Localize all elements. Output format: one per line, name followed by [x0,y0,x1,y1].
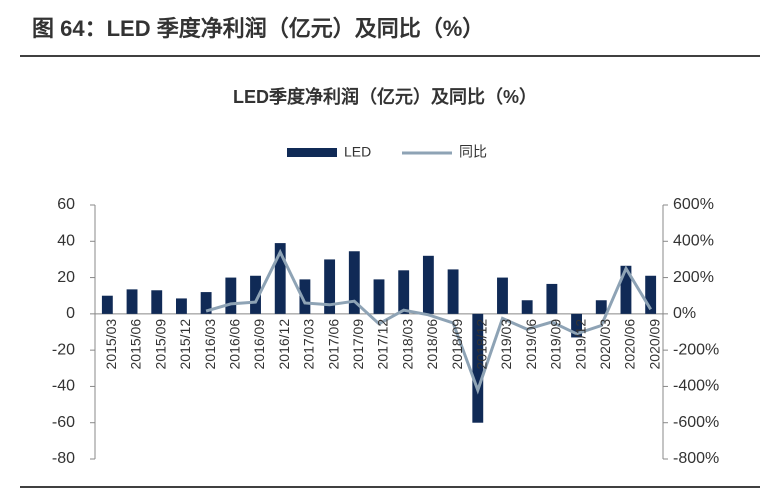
x-tick-label: 2019/12 [572,319,588,370]
bar [274,243,286,314]
y2-tick-label: -600% [673,414,719,431]
figure-title: 图 64：LED 季度净利润（亿元）及同比（%） [32,16,484,41]
bar [472,313,484,423]
bar [373,279,385,314]
bar [422,255,434,314]
y2-tick-label: 600% [673,196,714,213]
y-tick-label: 0 [66,305,75,322]
bar [101,295,113,314]
y2-tick-label: 200% [673,269,714,286]
x-tick-label: 2015/09 [152,319,168,370]
y-tick-label: -80 [52,450,75,467]
bar [571,313,582,338]
bar [126,289,138,314]
x-tick-label: 2018/12 [473,319,489,370]
y2-tick-label: -800% [673,450,719,467]
x-tick-label: 2020/03 [597,319,613,370]
x-tick-label: 2018/03 [399,319,415,370]
bar [398,270,410,314]
legend-label: 同比 [459,144,487,160]
bar [324,259,336,314]
bar [225,277,237,314]
x-tick-label: 2017/09 [350,319,366,370]
x-tick-label: 2015/03 [103,319,119,370]
y2-tick-label: 400% [673,233,714,250]
x-tick-label: 2016/03 [202,319,218,370]
bar [521,300,533,314]
bar [497,277,508,314]
x-tick-label: 2019/09 [548,319,564,370]
bar [447,269,459,314]
y-tick-label: 20 [57,269,75,286]
y-tick-label: -20 [52,341,75,358]
bar [200,292,212,314]
x-tick-label: 2017/06 [325,319,341,370]
x-tick-label: 2016/12 [276,319,292,370]
bar [250,275,261,314]
legend-swatch [287,148,337,157]
y-tick-label: -40 [52,378,75,395]
x-tick-label: 2020/06 [622,319,638,370]
x-tick-label: 2015/12 [177,319,193,370]
y-tick-label: 60 [57,196,75,213]
bar [595,300,607,314]
x-tick-label: 2020/09 [646,319,662,370]
x-tick-label: 2018/09 [449,319,465,370]
x-tick-label: 2019/03 [498,319,514,370]
y2-tick-label: -200% [673,341,719,358]
bar [151,290,163,314]
x-tick-label: 2016/09 [251,319,267,370]
y-tick-label: -60 [52,414,75,431]
y2-tick-label: -400% [673,378,719,395]
bar [546,283,558,314]
bar [348,251,360,314]
x-tick-label: 2016/06 [227,319,243,370]
x-tick-label: 2017/12 [375,319,391,370]
x-tick-label: 2018/06 [424,319,440,370]
x-tick-label: 2019/06 [523,319,539,370]
line [205,248,652,395]
chart-title: LED季度净利润（亿元）及同比（%） [233,86,537,107]
x-tick-label: 2017/03 [301,319,317,370]
y-tick-label: 40 [57,233,75,250]
bar [620,265,632,314]
bar [299,279,311,314]
bar [645,275,657,314]
legend-label: LED [344,144,371,160]
x-tick-label: 2015/06 [128,319,144,370]
bar [176,298,187,314]
y2-tick-label: 0% [673,305,696,322]
